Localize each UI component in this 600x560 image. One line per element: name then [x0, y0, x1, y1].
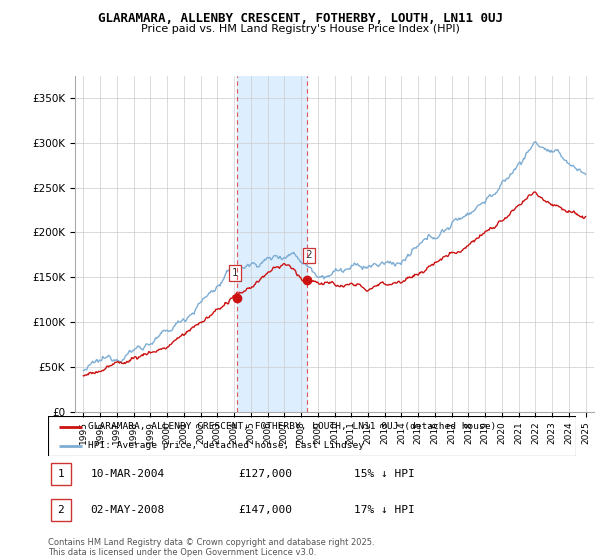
- Text: 1: 1: [57, 469, 64, 479]
- Text: £147,000: £147,000: [238, 505, 292, 515]
- Text: £127,000: £127,000: [238, 469, 292, 479]
- Text: 17% ↓ HPI: 17% ↓ HPI: [354, 505, 415, 515]
- Text: GLARAMARA, ALLENBY CRESCENT, FOTHERBY, LOUTH, LN11 0UJ: GLARAMARA, ALLENBY CRESCENT, FOTHERBY, L…: [97, 12, 503, 25]
- Text: 2: 2: [57, 505, 64, 515]
- Text: 02-MAY-2008: 02-MAY-2008: [90, 505, 164, 515]
- Text: 1: 1: [232, 268, 238, 278]
- Text: GLARAMARA, ALLENBY CRESCENT, FOTHERBY, LOUTH, LN11 0UJ (detached house): GLARAMARA, ALLENBY CRESCENT, FOTHERBY, L…: [88, 422, 496, 431]
- Text: Price paid vs. HM Land Registry's House Price Index (HPI): Price paid vs. HM Land Registry's House …: [140, 24, 460, 34]
- Text: Contains HM Land Registry data © Crown copyright and database right 2025.
This d: Contains HM Land Registry data © Crown c…: [48, 538, 374, 557]
- Text: 15% ↓ HPI: 15% ↓ HPI: [354, 469, 415, 479]
- Text: 2: 2: [305, 250, 312, 260]
- Bar: [237, 76, 307, 412]
- Text: 10-MAR-2004: 10-MAR-2004: [90, 469, 164, 479]
- Text: HPI: Average price, detached house, East Lindsey: HPI: Average price, detached house, East…: [88, 441, 364, 450]
